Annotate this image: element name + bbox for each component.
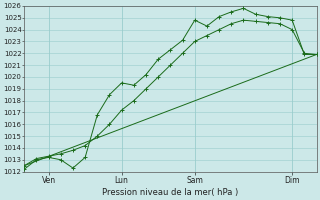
X-axis label: Pression niveau de la mer( hPa ): Pression niveau de la mer( hPa ) <box>102 188 238 197</box>
